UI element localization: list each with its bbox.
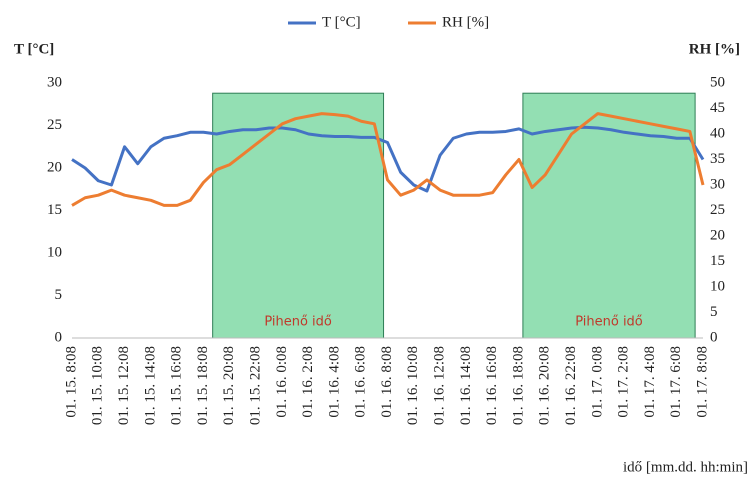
- x-axis-title: idő [mm.dd. hh:min]: [623, 459, 748, 475]
- x-tick-label: 01. 15. 16:08: [169, 346, 185, 425]
- x-tick-label: 01. 15. 8:08: [63, 346, 79, 418]
- x-tick-label: 01. 16. 6:08: [353, 346, 369, 418]
- y2-tick-label: 25: [710, 202, 725, 218]
- x-tick-label: 01. 16. 4:08: [326, 346, 342, 418]
- y-tick-label: 30: [47, 74, 62, 90]
- x-tick-label: 01. 17. 6:08: [668, 346, 684, 418]
- y-tick-label: 10: [47, 244, 62, 260]
- x-tick-label: 01. 15. 18:08: [195, 346, 211, 425]
- y2-tick-label: 30: [710, 176, 725, 192]
- y-tick-label: 25: [47, 117, 62, 133]
- series-line: [71, 125, 705, 193]
- y2-tick-label: 0: [710, 329, 718, 345]
- y-tick-label: 20: [47, 159, 62, 175]
- rest-period: [522, 92, 696, 339]
- y-axis-title: T [°C]: [14, 41, 54, 57]
- rest-period-label: Pihenő idő: [264, 315, 332, 330]
- x-tick-label: 01. 16. 12:08: [432, 346, 448, 425]
- x-tick-label: 01. 16. 22:08: [563, 346, 579, 425]
- x-tick-label: 01. 16. 0:08: [274, 346, 290, 418]
- y2-tick-label: 50: [710, 74, 725, 90]
- y-tick-label: 5: [55, 287, 63, 303]
- legend-label: T [°C]: [322, 14, 361, 30]
- series-line: [71, 112, 705, 207]
- rest-period: [212, 92, 385, 339]
- y2-tick-label: 45: [710, 100, 725, 116]
- x-tick-label: 01. 16. 8:08: [379, 346, 395, 418]
- x-tick-label: 01. 16. 10:08: [405, 346, 421, 425]
- x-tick-label: 01. 15. 12:08: [116, 346, 132, 425]
- x-tick-label: 01. 17. 0:08: [589, 346, 605, 418]
- x-tick-label: 01. 15. 14:08: [142, 346, 158, 425]
- x-tick-label: 01. 16. 20:08: [537, 346, 553, 425]
- x-tick-label: 01. 16. 18:08: [510, 346, 526, 425]
- y2-tick-label: 10: [710, 278, 725, 294]
- y2-tick-label: 20: [710, 227, 725, 243]
- y-tick-label: 0: [55, 329, 63, 345]
- y2-tick-label: 35: [710, 151, 725, 167]
- x-tick-label: 01. 17. 8:08: [694, 346, 710, 418]
- y2-tick-label: 15: [710, 253, 725, 269]
- x-tick-label: 01. 15. 20:08: [221, 346, 237, 425]
- x-tick-label: 01. 17. 4:08: [642, 346, 658, 418]
- legend-label: RH [%]: [442, 14, 489, 30]
- x-tick-label: 01. 16. 16:08: [484, 346, 500, 425]
- x-tick-label: 01. 15. 22:08: [247, 346, 263, 425]
- x-tick-label: 01. 16. 2:08: [300, 346, 316, 418]
- y2-axis-title: RH [%]: [689, 41, 740, 57]
- y-tick-label: 15: [47, 202, 62, 218]
- y2-tick-label: 5: [710, 304, 718, 320]
- y2-tick-label: 40: [710, 125, 725, 141]
- x-tick-label: 01. 15. 10:08: [90, 346, 106, 425]
- x-tick-label: 01. 16. 14:08: [458, 346, 474, 425]
- x-tick-label: 01. 17. 2:08: [616, 346, 632, 418]
- rest-period-label: Pihenő idő: [575, 315, 643, 330]
